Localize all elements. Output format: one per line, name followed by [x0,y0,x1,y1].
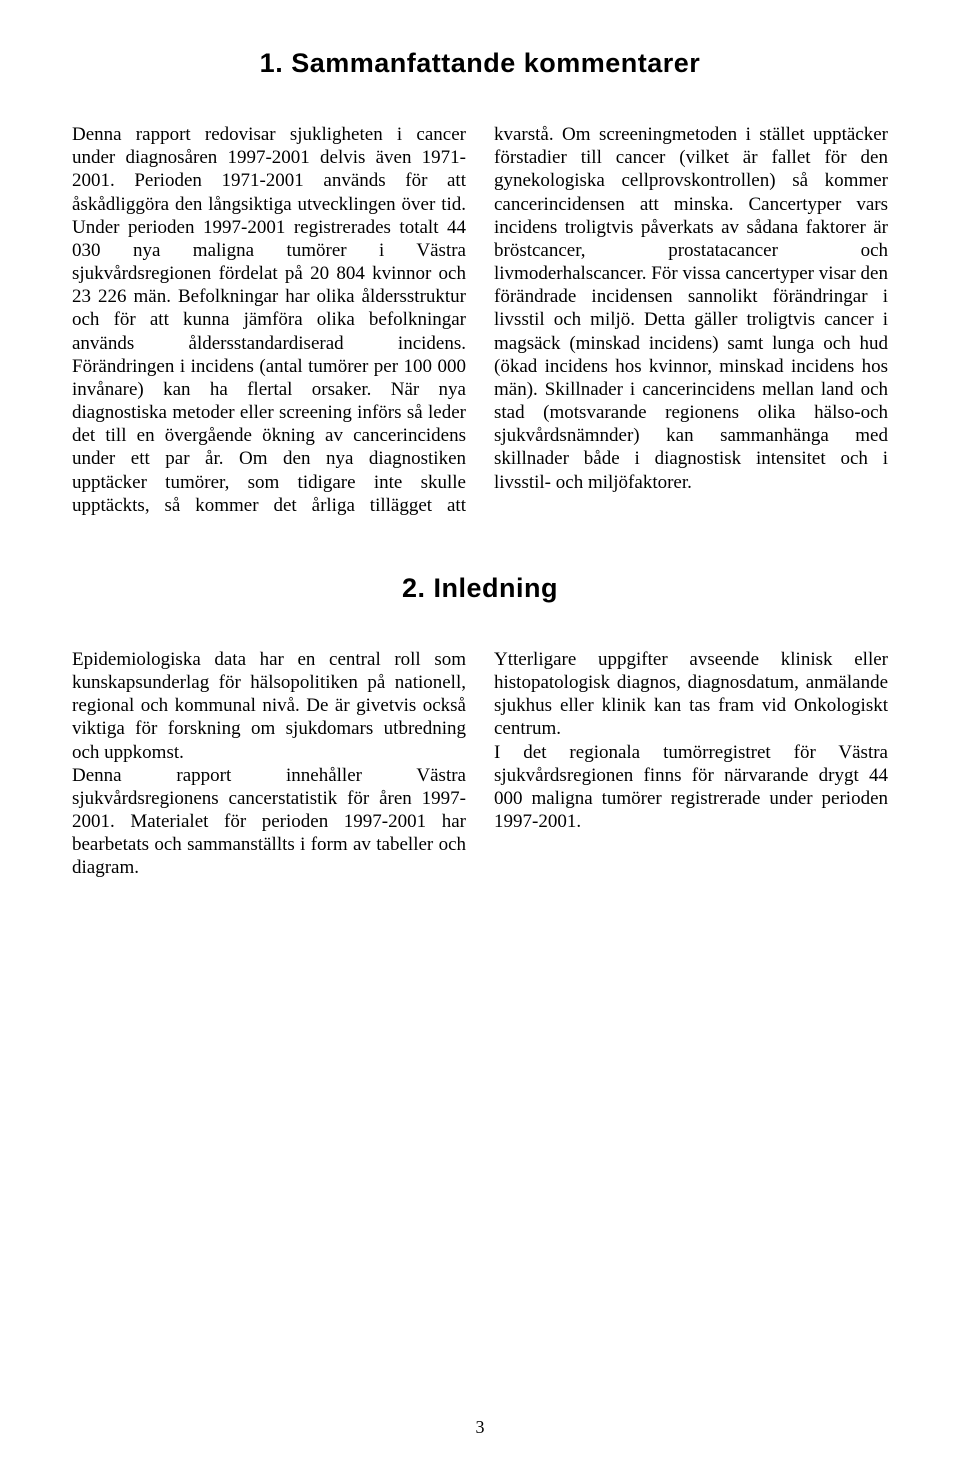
section-1-paragraph: Denna rapport redovisar sjukligheten i c… [72,123,888,517]
page-number: 3 [0,1417,960,1438]
section-1-title: 1. Sammanfattande kommentarer [72,48,888,79]
section-2-title: 2. Inledning [72,573,888,604]
section-2-paragraph-3: Ytterligare uppgifter avseende klinisk e… [494,648,888,741]
section-2-paragraph-4: I det regionala tumörregistret för Västr… [494,741,888,834]
section-1-body: Denna rapport redovisar sjukligheten i c… [72,123,888,517]
section-2-body: Epidemiologiska data har en central roll… [72,648,888,880]
section-2-paragraph-2: Denna rapport innehåller Västra sjukvård… [72,764,466,880]
section-2-paragraph-1: Epidemiologiska data har en central roll… [72,648,466,764]
